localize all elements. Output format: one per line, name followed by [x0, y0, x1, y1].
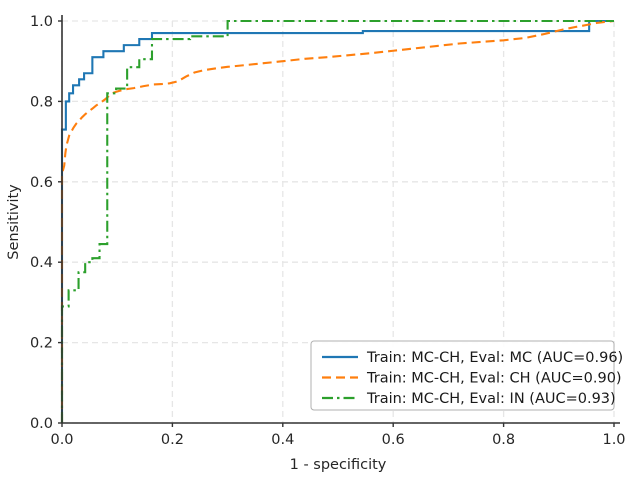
y-tick-label: 0.4 — [30, 255, 53, 271]
y-tick-label: 0.6 — [30, 175, 53, 191]
legend-box — [310, 340, 615, 411]
axis-spines — [61, 15, 620, 424]
data-curves — [60, 19, 615, 423]
x-tick-label: 1.0 — [602, 432, 625, 448]
legend-label-2: Train: MC-CH, Eval: CH (AUC=0.90) — [366, 371, 622, 387]
roc-curve-series-2 — [60, 19, 615, 423]
x-tick-label: 0.2 — [161, 432, 184, 448]
y-tick-label: 0.8 — [30, 94, 53, 110]
x-tick-label: 0.8 — [492, 432, 515, 448]
legend-label-1: Train: MC-CH, Eval: MC (AUC=0.96) — [366, 350, 623, 366]
x-axis-label: 1 - specificity — [290, 457, 387, 473]
x-tick-label: 0.0 — [50, 432, 73, 448]
roc-curve-series-3 — [60, 19, 614, 423]
x-tick-label: 0.6 — [382, 432, 405, 448]
x-tick-label: 0.4 — [271, 432, 294, 448]
y-tick-label: 0.0 — [30, 416, 53, 432]
y-tick-label: 1.0 — [30, 14, 53, 30]
roc-curve-series-1 — [60, 19, 614, 423]
axis-tick-labels: 0.0 0.2 0.4 0.6 0.8 1.0 0.0 0.2 0.4 0.6 0.8 1.0 — [30, 14, 626, 448]
y-tick-label: 0.2 — [30, 336, 53, 352]
y-axis-label: Sensitivity — [6, 184, 22, 260]
legend: Train: MC-CH, Eval: MC (AUC=0.96) Train: … — [310, 340, 623, 411]
axis-ticks — [58, 20, 615, 427]
legend-label-3: Train: MC-CH, Eval: IN (AUC=0.93) — [366, 391, 616, 407]
